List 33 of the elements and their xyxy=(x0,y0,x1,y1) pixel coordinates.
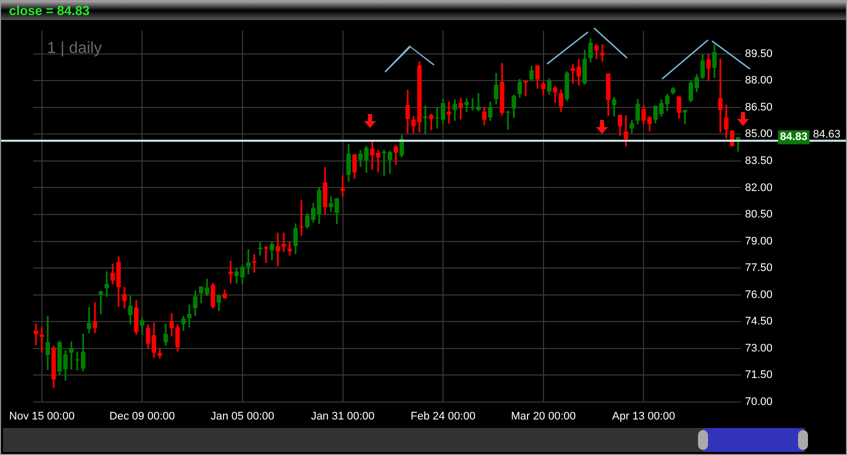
y-tick-label: 80.50 xyxy=(745,208,773,221)
candlestick xyxy=(446,102,452,124)
candlestick xyxy=(34,324,38,346)
y-tick-label: 89.50 xyxy=(745,48,773,60)
y-tick-label: 86.50 xyxy=(745,101,773,114)
x-tick-label: Nov 15 00:00 xyxy=(9,410,75,423)
x-tick-label: Jan 31 00:00 xyxy=(310,410,375,423)
y-tick-label: 76.00 xyxy=(745,288,773,301)
y-tick-label: 71.50 xyxy=(745,369,773,382)
candlestick xyxy=(264,246,268,264)
x-tick-label: Mar 20 00:00 xyxy=(510,410,576,423)
y-tick-label: 83.50 xyxy=(745,154,773,167)
y-tick-label: 74.50 xyxy=(745,316,773,328)
x-tick-label: Jan 05 00:00 xyxy=(210,410,274,423)
candlestick xyxy=(299,200,304,236)
candlestick xyxy=(86,307,92,334)
x-tick-label: Feb 24 00:00 xyxy=(410,410,476,423)
y-tick-label: 88.00 xyxy=(745,74,773,87)
x-tick-label: Apr 13 00:00 xyxy=(612,410,676,423)
y-tick-label: 79.00 xyxy=(745,235,773,248)
y-tick-label: 73.00 xyxy=(745,342,773,354)
y-tick-label: 77.50 xyxy=(745,262,773,274)
ref-line-label: 84.63 xyxy=(813,128,841,140)
text: 84.83 xyxy=(780,131,808,144)
y-tick-label: 85.00 xyxy=(745,128,773,140)
candlestick xyxy=(92,302,98,334)
candlestick xyxy=(682,110,688,124)
y-tick-label: 82.00 xyxy=(745,182,773,194)
annotation: 1 | daily xyxy=(47,40,102,58)
y-tick-label: 70.00 xyxy=(745,396,773,408)
candlestick xyxy=(506,110,510,130)
x-tick-label: Dec 09 00:00 xyxy=(109,410,175,423)
text: close = 84.83 xyxy=(1,1,846,20)
